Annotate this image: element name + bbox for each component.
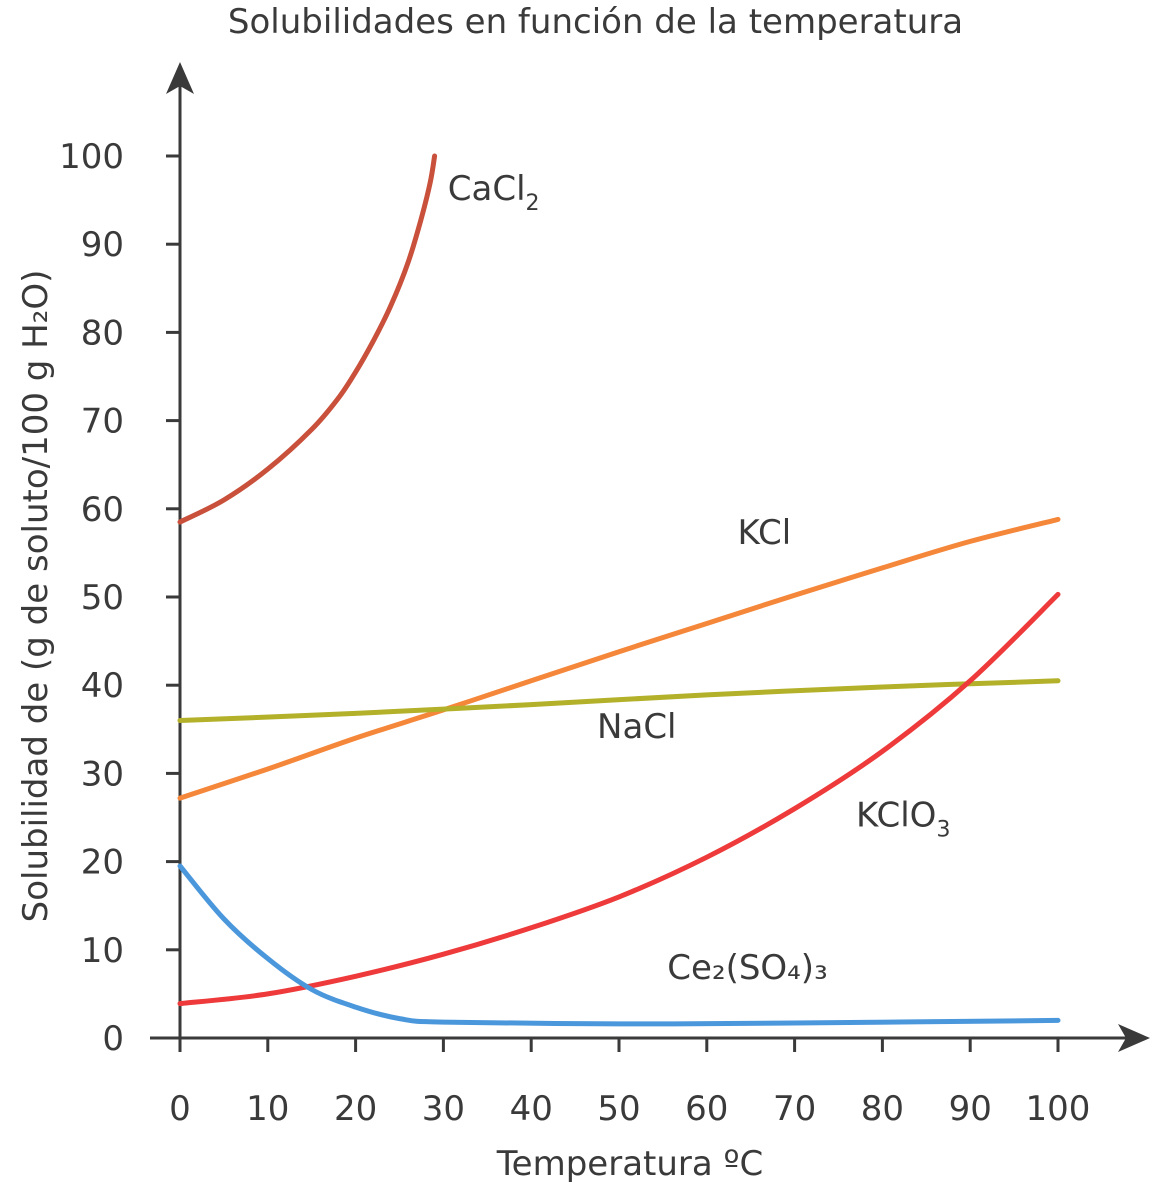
- x-tick-label: 40: [510, 1089, 553, 1129]
- y-tick-label: 80: [81, 313, 124, 353]
- y-tick-label: 30: [81, 754, 124, 794]
- y-axis-label: Solubilidad de (g de soluto/100 g H₂O): [16, 270, 56, 923]
- series-line-0: [177, 153, 438, 525]
- series-label-2: NaCl: [597, 707, 676, 747]
- series-label-4: Ce₂(SO₄)₃: [667, 948, 827, 988]
- y-tick-label: 100: [59, 137, 124, 177]
- x-axis-arrow: [1118, 1024, 1150, 1052]
- series-line-2: [177, 678, 1061, 723]
- x-tick-label: 50: [597, 1089, 640, 1129]
- y-tick-label: 20: [81, 843, 124, 883]
- y-tick-label: 70: [81, 402, 124, 442]
- x-tick-label: 30: [422, 1089, 465, 1129]
- series-label-3: KClO3: [856, 795, 950, 842]
- y-tick-label: 60: [81, 490, 124, 530]
- series-line-1: [177, 516, 1061, 801]
- axes: [150, 62, 1150, 1052]
- x-tick-label: 20: [334, 1089, 377, 1129]
- x-tick-label: 0: [169, 1089, 191, 1129]
- y-tick-label: 50: [81, 578, 124, 618]
- x-tick-label: 100: [1026, 1089, 1091, 1129]
- y-tick-label: 0: [102, 1019, 124, 1059]
- chart-title: Solubilidades en función de la temperatu…: [227, 2, 964, 42]
- series-label-1: KCl: [738, 513, 792, 553]
- x-tick-label: 70: [773, 1089, 816, 1129]
- series-line-4: [177, 863, 1061, 1027]
- x-tick-label: 90: [949, 1089, 992, 1129]
- y-axis-arrow: [166, 62, 194, 94]
- y-tick-label: 90: [81, 225, 124, 265]
- x-tick-label: 10: [246, 1089, 289, 1129]
- series-line-3: [177, 591, 1061, 1007]
- y-tick-label: 10: [81, 931, 124, 971]
- x-tick-label: 60: [685, 1089, 728, 1129]
- x-tick-label: 80: [861, 1089, 904, 1129]
- x-axis-label: Temperatura ºC: [496, 1144, 764, 1184]
- y-tick-label: 40: [81, 666, 124, 706]
- series-label-0: CaCl2: [448, 169, 540, 216]
